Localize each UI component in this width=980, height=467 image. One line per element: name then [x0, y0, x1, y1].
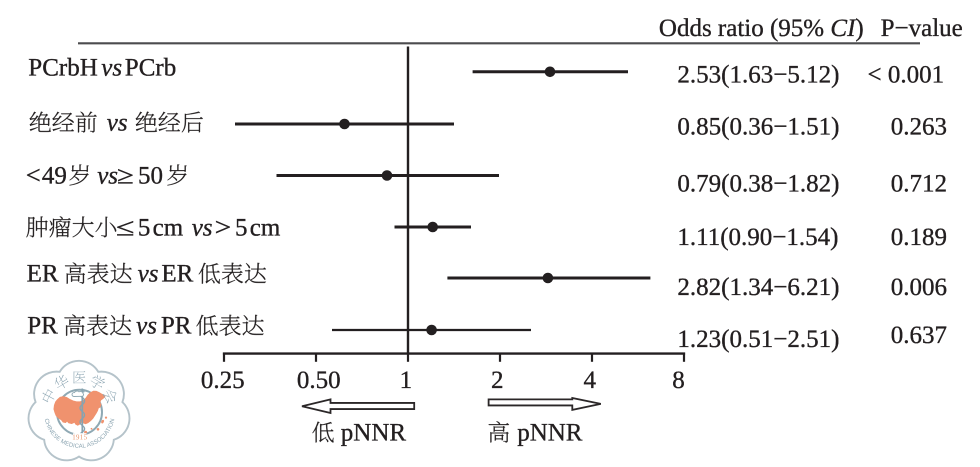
svg-text:vs: vs: [138, 261, 159, 288]
svg-text:0.637: 0.637: [891, 322, 947, 349]
svg-text:vs: vs: [136, 313, 157, 340]
svg-text:0.006: 0.006: [891, 274, 947, 301]
svg-text:0.85(0.36−1.51): 0.85(0.36−1.51): [677, 114, 839, 141]
svg-text:vs: vs: [107, 110, 128, 137]
svg-text:vs: vs: [97, 162, 118, 189]
svg-text:vs: vs: [192, 214, 213, 241]
svg-text:cm: cm: [250, 214, 281, 241]
svg-text:vs: vs: [101, 55, 122, 82]
svg-text:0.189: 0.189: [891, 224, 947, 251]
svg-text:0.25: 0.25: [201, 367, 245, 394]
svg-text:≤: ≤: [116, 214, 135, 241]
svg-text:1.11(0.90−1.54): 1.11(0.90−1.54): [677, 224, 838, 251]
svg-text:1: 1: [400, 367, 413, 394]
svg-text:4: 4: [584, 367, 597, 394]
svg-text:P−value: P−value: [881, 15, 963, 42]
svg-text:0.263: 0.263: [891, 114, 947, 141]
svg-text:2.82(1.34−6.21): 2.82(1.34−6.21): [677, 274, 839, 301]
svg-text:0.50: 0.50: [297, 367, 341, 394]
svg-text:Odds ratio (95% CI): Odds ratio (95% CI): [659, 15, 864, 42]
svg-text:1.23(0.51−2.51): 1.23(0.51−2.51): [677, 326, 839, 353]
svg-text:PCrbH: PCrbH: [28, 55, 97, 82]
svg-text:5: 5: [138, 214, 151, 241]
svg-text:1915: 1915: [72, 435, 87, 442]
svg-text:pNNR: pNNR: [517, 420, 583, 447]
svg-text:<: <: [26, 162, 41, 189]
svg-text:8: 8: [672, 367, 685, 394]
svg-text:49: 49: [42, 162, 67, 189]
svg-text:PR: PR: [161, 313, 192, 340]
svg-text:PCrb: PCrb: [125, 55, 176, 82]
svg-text:ER: ER: [161, 261, 193, 288]
svg-text:pNNR: pNNR: [341, 420, 407, 447]
svg-text:>: >: [215, 214, 232, 241]
svg-text:cm: cm: [153, 214, 184, 241]
svg-text:5: 5: [235, 214, 248, 241]
svg-text:0.79(0.38−1.82): 0.79(0.38−1.82): [677, 171, 839, 198]
svg-text:≥: ≥: [117, 162, 134, 189]
svg-text:0.712: 0.712: [891, 171, 947, 198]
svg-text:2: 2: [491, 367, 504, 394]
svg-text:2.53(1.63−5.12): 2.53(1.63−5.12): [677, 62, 839, 89]
svg-text:ER: ER: [27, 261, 59, 288]
svg-text:50: 50: [138, 162, 163, 189]
svg-text:PR: PR: [27, 313, 58, 340]
svg-text:< 0.001: < 0.001: [868, 62, 945, 89]
